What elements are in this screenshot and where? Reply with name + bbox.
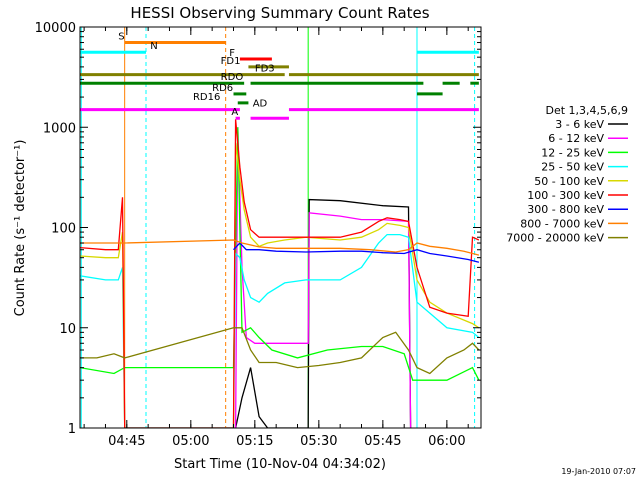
flag-label-n: N <box>150 41 157 52</box>
flag-label-rd16: RD16 <box>193 92 220 103</box>
flag-label-f: F <box>229 48 235 59</box>
legend-label-4: 50 - 100 keV <box>534 175 604 188</box>
x-tick-label-5: 06:00 <box>428 434 465 449</box>
series-line-0 <box>234 198 412 428</box>
flag-label-rd6: RD6 <box>212 83 233 94</box>
y-tick-label-3: 1000 <box>43 121 76 136</box>
flag-label-fd1: FD1 <box>221 56 241 67</box>
flag-label-a: A <box>231 107 238 118</box>
legend-label-5: 100 - 300 keV <box>527 189 604 202</box>
x-tick-label-2: 05:15 <box>236 434 273 449</box>
legend-label-7: 800 - 7000 keV <box>520 217 604 230</box>
flag-label-ad: AD <box>253 99 268 110</box>
flag-label-fd3: FD3 <box>255 64 275 75</box>
y-tick-label-4: 10000 <box>35 21 76 36</box>
legend-label-3: 25 - 50 keV <box>541 161 604 174</box>
x-tick-label-0: 04:45 <box>108 434 145 449</box>
timestamp-label: 19-Jan-2010 07:07 <box>561 467 636 476</box>
y-tick-label-0: 1 <box>68 422 76 437</box>
y-axis-label: Count Rate (s⁻¹ detector⁻¹) <box>13 140 28 317</box>
legend-label-6: 300 - 800 keV <box>527 203 604 216</box>
legend-label-0: 3 - 6 keV <box>555 118 604 131</box>
series-line-6 <box>233 242 480 263</box>
series-line-5 <box>80 119 480 428</box>
series-line-7 <box>80 239 480 256</box>
series-line-8 <box>80 327 480 375</box>
series-line-4 <box>80 142 480 428</box>
x-tick-label-1: 05:00 <box>172 434 209 449</box>
y-tick-label-2: 100 <box>51 222 76 237</box>
y-tick-label-1: 10 <box>59 322 76 337</box>
legend-label-1: 6 - 12 keV <box>548 132 604 145</box>
series-line-3 <box>80 233 480 428</box>
chart-title: HESSI Observing Summary Count Rates <box>130 4 429 22</box>
x-tick-label-4: 05:45 <box>364 434 401 449</box>
x-tick-label-3: 05:30 <box>300 434 337 449</box>
flag-label-s: S <box>118 32 124 43</box>
legend-label-8: 7000 - 20000 keV <box>506 232 604 245</box>
series-line-2 <box>80 127 480 381</box>
legend-label-2: 12 - 25 keV <box>541 146 604 159</box>
legend-title: Det 1,3,4,5,6,9 <box>545 104 628 117</box>
flag-label-rdo: RDO <box>221 72 244 83</box>
x-axis-label: Start Time (10-Nov-04 04:34:02) <box>174 457 386 472</box>
